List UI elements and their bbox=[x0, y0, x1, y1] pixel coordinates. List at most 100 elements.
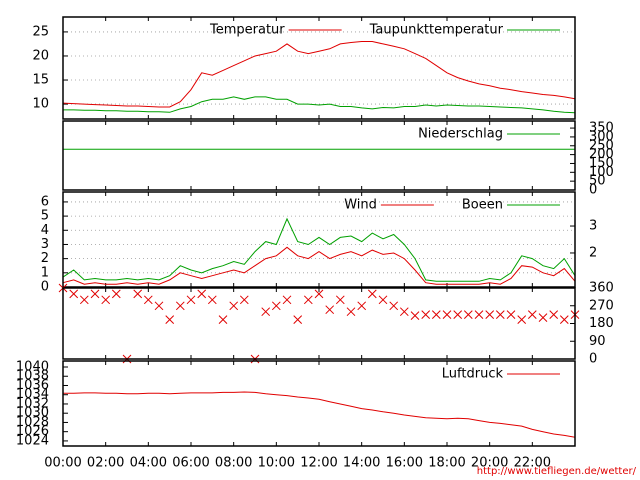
y-tick-label: 1034 bbox=[16, 387, 49, 402]
data-point bbox=[143, 295, 153, 305]
data-point bbox=[207, 295, 217, 305]
y-tick-label: 1 bbox=[41, 265, 49, 280]
data-point bbox=[165, 315, 175, 324]
data-point bbox=[378, 295, 388, 305]
y2-tick-label: 3 bbox=[589, 219, 597, 234]
x-tick-label: 08:00 bbox=[215, 456, 252, 471]
panel-frame bbox=[62, 120, 576, 191]
legend-label: Boeen bbox=[462, 198, 503, 213]
y2-tick-label: 360 bbox=[589, 281, 614, 296]
data-point bbox=[335, 295, 345, 305]
y-tick-label: 6 bbox=[41, 194, 49, 209]
x-tick-label: 20:00 bbox=[471, 456, 508, 471]
data-point bbox=[527, 310, 537, 319]
data-point bbox=[357, 301, 367, 311]
data-point bbox=[495, 310, 505, 319]
y-tick-label: 1026 bbox=[16, 424, 49, 439]
y2-tick-label: 90 bbox=[589, 334, 606, 349]
x-tick-label: 14:00 bbox=[343, 456, 380, 471]
data-point bbox=[442, 310, 452, 319]
y2-tick-label: 350 bbox=[589, 121, 614, 136]
y-tick-label: 10 bbox=[32, 97, 49, 112]
y2-tick-label: 150 bbox=[589, 156, 614, 171]
data-line bbox=[63, 96, 576, 114]
y-tick-label: 15 bbox=[32, 73, 49, 88]
data-point bbox=[506, 310, 516, 319]
data-point bbox=[517, 315, 527, 324]
y-tick-label: 25 bbox=[32, 24, 49, 39]
data-point bbox=[549, 310, 559, 319]
data-point bbox=[69, 289, 79, 299]
y2-tick-label: 100 bbox=[589, 165, 614, 180]
legend-label: Wind bbox=[344, 198, 377, 213]
x-tick-label: 04:00 bbox=[130, 456, 167, 471]
panel-frame bbox=[62, 287, 576, 360]
y-tick-label: 20 bbox=[32, 48, 49, 63]
x-tick-label: 12:00 bbox=[300, 456, 337, 471]
y-tick-label: 5 bbox=[41, 209, 49, 224]
data-point bbox=[79, 295, 89, 305]
x-tick-label: 16:00 bbox=[386, 456, 423, 471]
y2-tick-label: 200 bbox=[589, 147, 614, 162]
y-tick-label: 1038 bbox=[16, 369, 49, 384]
y2-tick-label: 250 bbox=[589, 138, 614, 153]
data-point bbox=[261, 307, 271, 317]
x-tick-label: 00:00 bbox=[44, 456, 81, 471]
x-tick-label: 18:00 bbox=[428, 456, 465, 471]
data-point bbox=[239, 295, 249, 305]
legend-label: Luftdruck bbox=[442, 367, 504, 382]
y-tick-label: 3 bbox=[41, 237, 49, 252]
x-tick-label: 22:00 bbox=[514, 456, 551, 471]
data-point bbox=[421, 310, 431, 319]
y2-tick-label: 300 bbox=[589, 129, 614, 144]
data-point bbox=[154, 301, 164, 311]
data-point bbox=[271, 301, 281, 311]
data-point bbox=[186, 295, 196, 305]
data-point bbox=[90, 289, 100, 299]
y-tick-label: 1032 bbox=[16, 396, 49, 411]
data-point bbox=[111, 289, 121, 299]
data-line bbox=[62, 41, 576, 108]
data-point bbox=[463, 310, 473, 319]
data-line bbox=[62, 246, 576, 285]
legend-label: Niederschlag bbox=[418, 127, 503, 142]
data-point bbox=[303, 295, 313, 305]
data-point bbox=[410, 311, 420, 320]
data-point bbox=[314, 289, 324, 299]
y-tick-label: 1024 bbox=[16, 433, 49, 448]
data-line bbox=[63, 391, 576, 438]
data-point bbox=[485, 310, 495, 319]
y2-tick-label: 180 bbox=[589, 316, 614, 331]
x-tick-label: 02:00 bbox=[87, 456, 124, 471]
data-point bbox=[431, 310, 441, 319]
y2-tick-label: 0 bbox=[589, 352, 597, 367]
data-point bbox=[175, 301, 185, 311]
y-tick-label: 1040 bbox=[16, 360, 49, 375]
data-point bbox=[293, 315, 303, 324]
data-point bbox=[474, 310, 484, 319]
panel-frame bbox=[62, 16, 576, 120]
y2-tick-label: 270 bbox=[589, 298, 614, 313]
data-line bbox=[62, 217, 576, 282]
data-point bbox=[559, 315, 569, 324]
data-point bbox=[325, 305, 335, 315]
footer-url: http://www.tiefliegen.de/wetter/ bbox=[477, 466, 637, 477]
data-point bbox=[197, 289, 207, 299]
x-tick-label: 06:00 bbox=[172, 456, 209, 471]
y-tick-label: 2 bbox=[41, 251, 49, 266]
legend-label: Taupunkttemperatur bbox=[369, 23, 504, 38]
legend-label: Temperatur bbox=[209, 23, 285, 38]
y2-tick-label: 50 bbox=[589, 174, 606, 189]
y2-tick-label: 0 bbox=[589, 183, 597, 198]
y-tick-label: 0 bbox=[41, 280, 49, 295]
data-point bbox=[399, 307, 409, 317]
data-point bbox=[133, 289, 143, 299]
panel-frame bbox=[62, 360, 576, 447]
data-point bbox=[282, 295, 292, 305]
data-point bbox=[389, 301, 399, 311]
data-point bbox=[346, 307, 356, 317]
y-tick-label: 1036 bbox=[16, 378, 49, 393]
data-point bbox=[229, 301, 239, 311]
